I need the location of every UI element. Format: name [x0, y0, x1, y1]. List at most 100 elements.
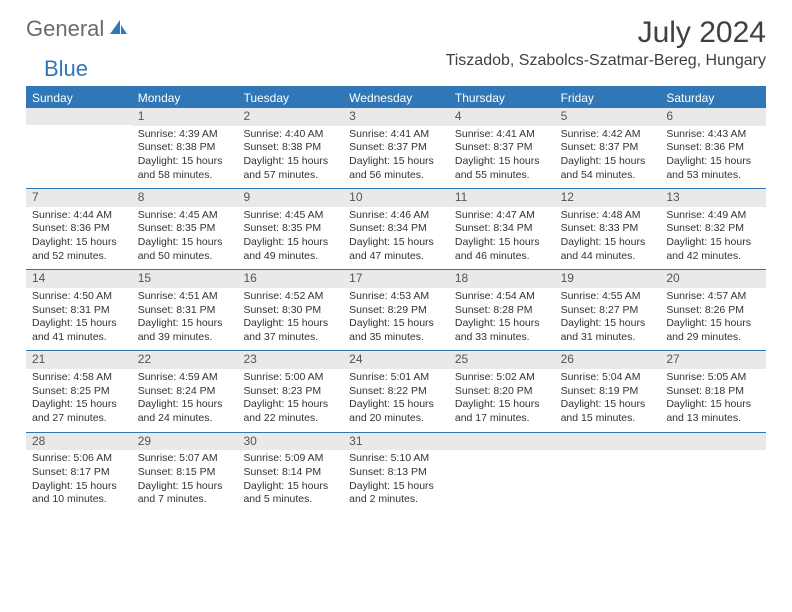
day-info-line: Sunset: 8:36 PM	[666, 141, 760, 155]
day-body: Sunrise: 4:41 AMSunset: 8:37 PMDaylight:…	[449, 126, 555, 189]
day-info-line: Sunrise: 4:51 AM	[138, 290, 232, 304]
day-number: 8	[132, 189, 238, 207]
dow-saturday: Saturday	[660, 88, 766, 108]
day-info-line: Sunset: 8:23 PM	[243, 385, 337, 399]
day-info-line: Daylight: 15 hours	[138, 398, 232, 412]
day-cell: 11Sunrise: 4:47 AMSunset: 8:34 PMDayligh…	[449, 189, 555, 269]
day-info-line: Sunrise: 4:41 AM	[455, 128, 549, 142]
day-body: Sunrise: 5:09 AMSunset: 8:14 PMDaylight:…	[237, 450, 343, 513]
location-subtitle: Tiszadob, Szabolcs-Szatmar-Bereg, Hungar…	[446, 52, 766, 70]
day-info-line: Sunrise: 5:00 AM	[243, 371, 337, 385]
calendar-page: General July 2024 Tiszadob, Szabolcs-Sza…	[0, 0, 792, 529]
day-body: Sunrise: 4:42 AMSunset: 8:37 PMDaylight:…	[555, 126, 661, 189]
day-body	[555, 450, 661, 508]
day-body: Sunrise: 4:55 AMSunset: 8:27 PMDaylight:…	[555, 288, 661, 351]
day-info-line: Sunrise: 4:53 AM	[349, 290, 443, 304]
day-body	[26, 125, 132, 183]
day-info-line: Sunset: 8:19 PM	[561, 385, 655, 399]
day-info-line: Sunset: 8:37 PM	[455, 141, 549, 155]
day-info-line: and 58 minutes.	[138, 169, 232, 183]
day-info-line: Daylight: 15 hours	[666, 155, 760, 169]
day-number: 17	[343, 270, 449, 288]
day-info-line: Daylight: 15 hours	[349, 398, 443, 412]
day-cell: 1Sunrise: 4:39 AMSunset: 8:38 PMDaylight…	[132, 108, 238, 188]
day-body: Sunrise: 5:10 AMSunset: 8:13 PMDaylight:…	[343, 450, 449, 513]
day-info-line: Sunset: 8:36 PM	[32, 222, 126, 236]
day-body: Sunrise: 4:57 AMSunset: 8:26 PMDaylight:…	[660, 288, 766, 351]
day-of-week-header: Sunday Monday Tuesday Wednesday Thursday…	[26, 88, 766, 108]
day-info-line: Sunset: 8:30 PM	[243, 304, 337, 318]
day-number: 27	[660, 351, 766, 369]
day-cell: 4Sunrise: 4:41 AMSunset: 8:37 PMDaylight…	[449, 108, 555, 188]
day-cell: 23Sunrise: 5:00 AMSunset: 8:23 PMDayligh…	[237, 351, 343, 431]
day-info-line: Daylight: 15 hours	[666, 236, 760, 250]
day-info-line: Daylight: 15 hours	[243, 155, 337, 169]
day-number: 25	[449, 351, 555, 369]
day-info-line: Daylight: 15 hours	[349, 155, 443, 169]
day-cell: 10Sunrise: 4:46 AMSunset: 8:34 PMDayligh…	[343, 189, 449, 269]
day-info-line: Sunset: 8:25 PM	[32, 385, 126, 399]
day-info-line: Sunrise: 4:42 AM	[561, 128, 655, 142]
day-number: 30	[237, 433, 343, 451]
day-info-line: Sunset: 8:18 PM	[666, 385, 760, 399]
day-info-line: and 24 minutes.	[138, 412, 232, 426]
day-info-line: Daylight: 15 hours	[32, 480, 126, 494]
day-info-line: Daylight: 15 hours	[455, 398, 549, 412]
empty-cell	[555, 433, 661, 513]
day-cell: 29Sunrise: 5:07 AMSunset: 8:15 PMDayligh…	[132, 433, 238, 513]
day-body: Sunrise: 4:39 AMSunset: 8:38 PMDaylight:…	[132, 126, 238, 189]
day-cell: 13Sunrise: 4:49 AMSunset: 8:32 PMDayligh…	[660, 189, 766, 269]
day-info-line: Daylight: 15 hours	[349, 236, 443, 250]
day-info-line: Daylight: 15 hours	[455, 317, 549, 331]
day-info-line: Daylight: 15 hours	[666, 317, 760, 331]
day-info-line: and 53 minutes.	[666, 169, 760, 183]
day-info-line: Sunset: 8:20 PM	[455, 385, 549, 399]
day-number: 15	[132, 270, 238, 288]
day-info-line: and 50 minutes.	[138, 250, 232, 264]
day-info-line: and 15 minutes.	[561, 412, 655, 426]
week-row: 7Sunrise: 4:44 AMSunset: 8:36 PMDaylight…	[26, 189, 766, 270]
day-info-line: Sunset: 8:13 PM	[349, 466, 443, 480]
day-cell: 28Sunrise: 5:06 AMSunset: 8:17 PMDayligh…	[26, 433, 132, 513]
day-info-line: and 27 minutes.	[32, 412, 126, 426]
day-number: 31	[343, 433, 449, 451]
day-info-line: Daylight: 15 hours	[561, 398, 655, 412]
day-body: Sunrise: 5:06 AMSunset: 8:17 PMDaylight:…	[26, 450, 132, 513]
day-info-line: Sunrise: 4:52 AM	[243, 290, 337, 304]
day-info-line: Daylight: 15 hours	[138, 317, 232, 331]
day-info-line: Daylight: 15 hours	[349, 480, 443, 494]
day-info-line: Daylight: 15 hours	[138, 236, 232, 250]
day-number: 5	[555, 108, 661, 126]
day-info-line: and 22 minutes.	[243, 412, 337, 426]
day-info-line: and 37 minutes.	[243, 331, 337, 345]
day-info-line: and 54 minutes.	[561, 169, 655, 183]
day-info-line: Sunset: 8:15 PM	[138, 466, 232, 480]
dow-sunday: Sunday	[26, 88, 132, 108]
day-cell: 8Sunrise: 4:45 AMSunset: 8:35 PMDaylight…	[132, 189, 238, 269]
dow-monday: Monday	[132, 88, 238, 108]
day-body: Sunrise: 4:53 AMSunset: 8:29 PMDaylight:…	[343, 288, 449, 351]
day-info-line: Daylight: 15 hours	[561, 317, 655, 331]
week-row: 14Sunrise: 4:50 AMSunset: 8:31 PMDayligh…	[26, 270, 766, 351]
day-cell: 24Sunrise: 5:01 AMSunset: 8:22 PMDayligh…	[343, 351, 449, 431]
day-cell: 2Sunrise: 4:40 AMSunset: 8:38 PMDaylight…	[237, 108, 343, 188]
day-number: 28	[26, 433, 132, 451]
day-info-line: Daylight: 15 hours	[243, 317, 337, 331]
day-info-line: Sunset: 8:38 PM	[243, 141, 337, 155]
day-info-line: Sunrise: 4:40 AM	[243, 128, 337, 142]
day-cell: 31Sunrise: 5:10 AMSunset: 8:13 PMDayligh…	[343, 433, 449, 513]
day-body: Sunrise: 4:58 AMSunset: 8:25 PMDaylight:…	[26, 369, 132, 432]
day-info-line: and 13 minutes.	[666, 412, 760, 426]
day-number: 21	[26, 351, 132, 369]
day-number: 4	[449, 108, 555, 126]
day-number: 13	[660, 189, 766, 207]
day-info-line: Sunrise: 5:07 AM	[138, 452, 232, 466]
day-info-line: Daylight: 15 hours	[455, 155, 549, 169]
day-number: 19	[555, 270, 661, 288]
day-info-line: and 42 minutes.	[666, 250, 760, 264]
day-info-line: and 39 minutes.	[138, 331, 232, 345]
day-info-line: Sunset: 8:32 PM	[666, 222, 760, 236]
day-info-line: and 17 minutes.	[455, 412, 549, 426]
day-info-line: Sunset: 8:31 PM	[138, 304, 232, 318]
calendar-body: 1Sunrise: 4:39 AMSunset: 8:38 PMDaylight…	[26, 108, 766, 513]
